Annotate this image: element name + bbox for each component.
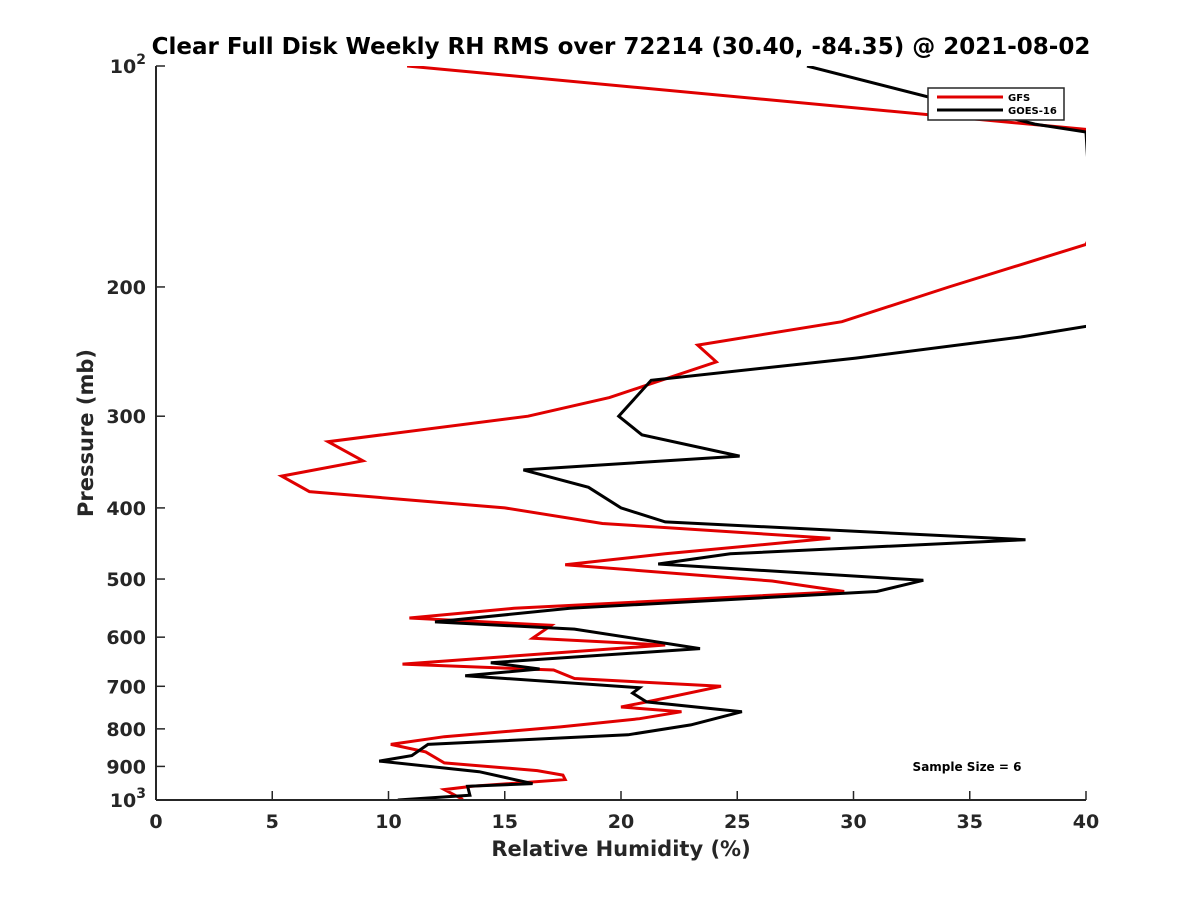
y-tick-label: 900 <box>106 756 146 778</box>
legend: GFS GOES-16 <box>927 87 1065 121</box>
sample-size-annotation: Sample Size = 6 <box>913 760 1022 774</box>
x-tick-label: 30 <box>840 811 866 833</box>
y-tick-label-base: 10 <box>110 56 136 78</box>
x-tick-label: 20 <box>608 811 634 833</box>
y-tick-label: 500 <box>106 569 146 591</box>
x-tick-label: 40 <box>1073 811 1099 833</box>
series-line-gfs <box>277 66 1086 800</box>
y-tick-label: 300 <box>106 406 146 428</box>
x-tick-label: 5 <box>266 811 279 833</box>
y-tick-label: 700 <box>106 676 146 698</box>
y-axis-label: Pressure (mb) <box>74 349 98 517</box>
plot-area <box>156 66 1086 800</box>
legend-label-gfs: GFS <box>1008 93 1030 104</box>
y-tick-label-exponent: 2 <box>136 52 146 68</box>
x-axis-ticks: 0 5 10 15 20 25 30 35 40 <box>149 791 1099 833</box>
y-tick-label-base: 10 <box>110 790 136 812</box>
x-tick-label: 0 <box>149 811 162 833</box>
y-tick-label: 103 <box>110 786 146 812</box>
y-tick-label: 200 <box>106 277 146 299</box>
series-layer <box>277 66 1086 800</box>
y-tick-label-exponent: 3 <box>136 786 146 802</box>
x-axis-label: Relative Humidity (%) <box>491 837 750 861</box>
y-tick-label: 102 <box>110 52 146 78</box>
legend-box <box>927 87 1065 121</box>
y-tick-label: 800 <box>106 719 146 741</box>
series-line-goes16 <box>378 66 1086 800</box>
chart-title: Clear Full Disk Weekly RH RMS over 72214… <box>152 34 1091 60</box>
y-tick-label: 600 <box>106 627 146 649</box>
x-tick-label: 35 <box>957 811 983 833</box>
y-tick-label: 400 <box>106 498 146 520</box>
x-tick-label: 25 <box>724 811 750 833</box>
x-tick-label: 10 <box>375 811 401 833</box>
x-tick-label: 15 <box>492 811 518 833</box>
legend-label-goes16: GOES-16 <box>1008 106 1057 117</box>
